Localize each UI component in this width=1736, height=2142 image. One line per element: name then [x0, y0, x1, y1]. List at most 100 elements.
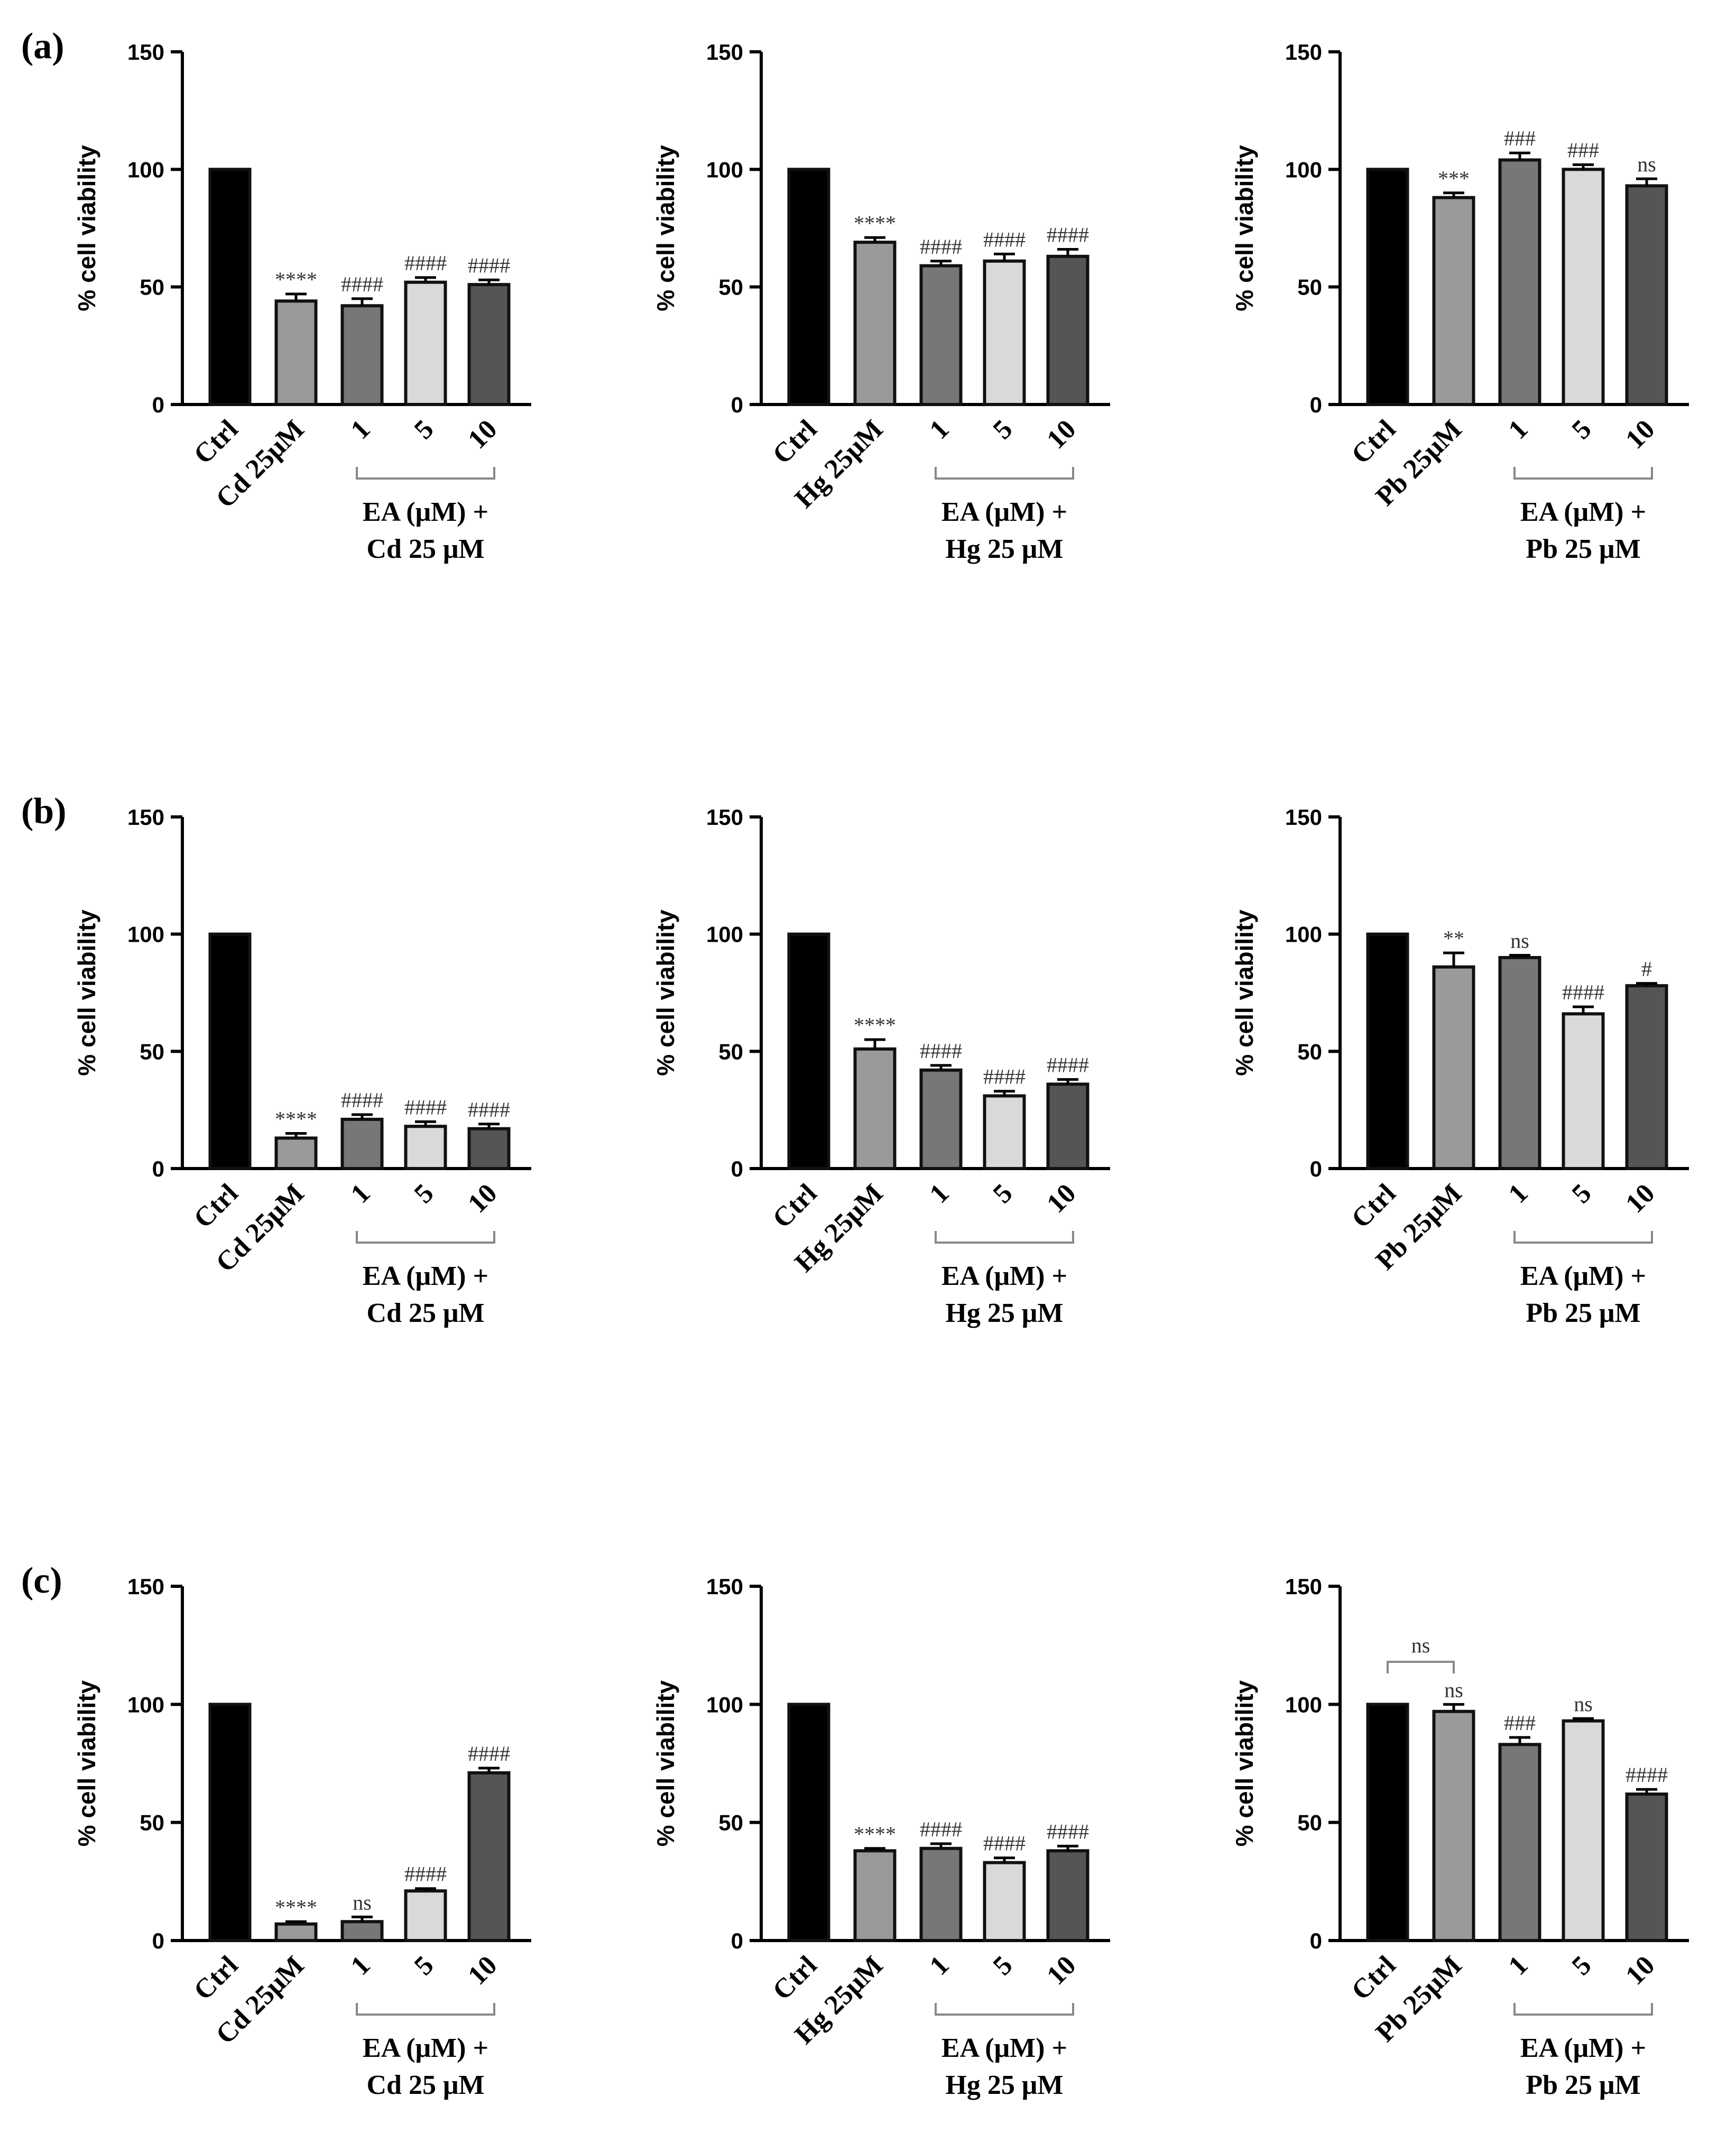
y-tick-label: 0 — [731, 1156, 743, 1181]
significance-label: #### — [920, 235, 962, 259]
significance-label: **** — [275, 1107, 317, 1131]
x-category-label: 1 — [345, 414, 376, 445]
x-category-label: 10 — [462, 414, 503, 455]
bar — [1432, 1709, 1475, 1943]
y-tick-label: 0 — [152, 392, 164, 417]
bar — [1498, 956, 1541, 1170]
significance-label: **** — [275, 1895, 317, 1919]
y-tick-label: 100 — [1285, 1692, 1322, 1717]
significance-label: **** — [854, 211, 896, 235]
bar — [1498, 1743, 1541, 1942]
group-label-line2: Hg 25 μM — [945, 534, 1063, 564]
y-tick-label: 150 — [127, 1574, 164, 1599]
significance-label: #### — [920, 1817, 962, 1841]
x-category-label: 1 — [345, 1950, 376, 1981]
y-tick-label: 100 — [127, 1692, 164, 1717]
bar — [208, 1703, 252, 1942]
significance-label: #### — [1047, 1053, 1089, 1077]
x-category-label: Ctrl — [767, 414, 823, 470]
bar — [1498, 158, 1541, 406]
group-bracket — [356, 2003, 495, 2016]
y-tick-label: 0 — [1310, 1928, 1322, 1953]
x-category-label: 10 — [462, 1178, 503, 1219]
significance-label: ns — [1637, 152, 1656, 176]
significance-label: *** — [1438, 167, 1470, 190]
significance-label: ns — [353, 1890, 372, 1914]
panel-label: (c) — [21, 1560, 62, 1601]
x-category-label: Ctrl — [1346, 1178, 1402, 1234]
significance-label: **** — [854, 1822, 896, 1846]
x-category-label: 5 — [409, 1178, 440, 1209]
bar — [467, 1771, 511, 1943]
group-label-line1: EA (μM) + — [941, 497, 1067, 527]
significance-label: #### — [468, 1742, 510, 1766]
y-tick-label: 150 — [127, 40, 164, 65]
y-tick-label: 100 — [706, 922, 743, 947]
x-category-label: Ctrl — [188, 414, 244, 470]
bar — [919, 1846, 963, 1943]
significance-label: ns — [1574, 1692, 1593, 1716]
y-axis-title: % cell viability — [1231, 145, 1258, 311]
y-tick-label: 150 — [1285, 805, 1322, 830]
panel-label: (a) — [21, 26, 64, 67]
group-bracket — [1513, 467, 1653, 480]
group-label-line2: Pb 25 μM — [1526, 534, 1640, 564]
y-axis-title: % cell viability — [73, 1680, 100, 1846]
y-tick-label: 50 — [1297, 275, 1322, 300]
bar — [1562, 168, 1605, 406]
x-category-label: 1 — [924, 414, 955, 445]
significance-label: #### — [983, 1065, 1026, 1089]
significance-label: # — [1641, 957, 1652, 981]
panel-label: (b) — [21, 791, 67, 832]
group-label-line1: EA (μM) + — [941, 1261, 1067, 1291]
x-category-label: Ctrl — [1346, 414, 1402, 470]
x-category-label: Ctrl — [188, 1950, 244, 2006]
y-tick-label: 100 — [127, 922, 164, 947]
significance-label: ns — [1444, 1678, 1463, 1702]
x-category-label: Ctrl — [767, 1950, 823, 2006]
group-label-line1: EA (μM) + — [363, 1261, 488, 1291]
y-tick-label: 0 — [731, 392, 743, 417]
x-category-label: Ctrl — [767, 1178, 823, 1234]
y-tick-label: 150 — [706, 40, 743, 65]
bar — [274, 299, 318, 407]
bar — [274, 1136, 318, 1171]
bar — [274, 1922, 318, 1943]
group-bracket — [1513, 1231, 1653, 1244]
y-tick-label: 100 — [1285, 922, 1322, 947]
y-tick-label: 0 — [1310, 1156, 1322, 1181]
group-label-line2: Cd 25 μM — [366, 2070, 484, 2100]
bar — [340, 304, 384, 406]
group-bracket — [935, 1231, 1074, 1244]
bar — [208, 932, 252, 1170]
x-category-label: 5 — [1566, 414, 1598, 445]
bar — [983, 259, 1026, 406]
x-category-label: 1 — [1503, 1950, 1534, 1981]
group-bracket — [356, 467, 495, 480]
x-category-label: 5 — [987, 414, 1019, 445]
significance-label: #### — [404, 251, 447, 275]
x-category-label: 5 — [1566, 1178, 1598, 1209]
chart-panel-3-1: (c) % cell viability 0 50 100 150 Ctrl **** Cd 2… — [21, 1560, 531, 2100]
y-tick-label: 0 — [152, 1928, 164, 1953]
group-label-line1: EA (μM) + — [363, 497, 488, 527]
significance-label: ### — [1504, 126, 1536, 150]
bar — [919, 264, 963, 406]
y-tick-label: 50 — [718, 1039, 743, 1064]
bar — [1366, 1703, 1409, 1942]
chart-panel-2-1: (b) % cell viability 0 50 100 150 Ctrl **** Cd 2… — [21, 791, 531, 1328]
significance-label: #### — [404, 1095, 447, 1119]
x-category-label: 5 — [987, 1178, 1019, 1209]
bar — [467, 1127, 511, 1170]
group-bracket — [935, 2003, 1074, 2016]
comparison-bracket — [1387, 1660, 1455, 1674]
x-category-label: 5 — [409, 414, 440, 445]
group-bracket — [1513, 2003, 1653, 2016]
group-label-line2: Hg 25 μM — [945, 1298, 1063, 1328]
x-category-label: 1 — [345, 1178, 376, 1209]
group-label-line2: Hg 25 μM — [945, 2070, 1063, 2100]
